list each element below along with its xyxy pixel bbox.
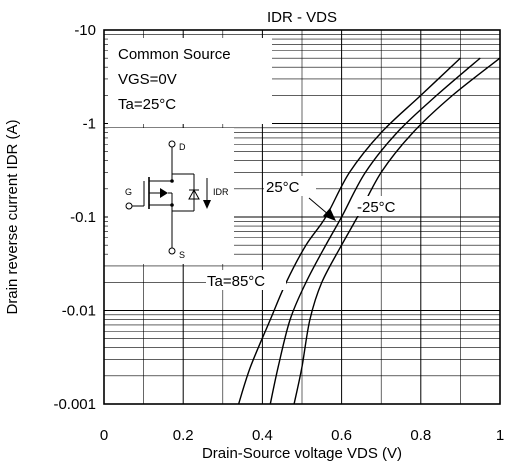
x-tick-label: 0 — [100, 427, 108, 444]
annotation-25c: 25°C — [266, 179, 300, 196]
annotation-arrowhead — [323, 208, 336, 221]
y-tick-label: -10 — [74, 22, 96, 39]
data-curves — [237, 57, 501, 405]
condition-line: Ta=25°C — [118, 96, 176, 113]
y-tick-label: -0.001 — [53, 396, 96, 413]
plot-frame — [103, 29, 501, 405]
y-tick-label: -0.01 — [62, 303, 96, 320]
annotation-bg — [264, 176, 316, 196]
y-tick-label: -1 — [83, 116, 96, 133]
schematic-label-idr: IDR — [213, 187, 229, 197]
y-tick-labels: -0.001 -0.01 -0.1 -1 -10 — [53, 22, 96, 413]
schematic-label-gate: G — [125, 187, 132, 197]
annotation-arrow — [308, 197, 330, 216]
schematic-background — [108, 128, 234, 264]
x-tick-label: 1 — [496, 427, 504, 444]
annotation-ta85c: Ta=85°C — [207, 273, 265, 290]
series-line — [293, 57, 501, 405]
series-line — [269, 57, 481, 405]
mosfet-schematic: D G S IDR — [108, 128, 234, 264]
schematic-label-drain: D — [179, 142, 186, 152]
annotation-bg — [206, 270, 286, 290]
y-tick-label: -0.1 — [70, 209, 96, 226]
x-axis-label: Drain-Source voltage VDS (V) — [202, 445, 402, 462]
series-line — [237, 57, 461, 405]
x-tick-label: 0.8 — [410, 427, 431, 444]
x-tick-label: 0.6 — [331, 427, 352, 444]
grid-lines — [104, 30, 500, 404]
x-tick-label: 0.4 — [252, 427, 273, 444]
condition-line: Common Source — [118, 46, 231, 63]
schematic-label-source: S — [179, 250, 185, 260]
condition-line: VGS=0V — [118, 71, 177, 88]
chart-title: IDR - VDS — [267, 9, 337, 26]
annotation-minus25c: -25°C — [357, 199, 396, 216]
y-axis-label: Drain reverse current IDR (A) — [4, 119, 21, 314]
x-tick-labels: 0 0.2 0.4 0.6 0.8 1 — [100, 427, 504, 444]
annotation-bg — [356, 196, 412, 216]
x-tick-label: 0.2 — [173, 427, 194, 444]
conditions-box — [108, 38, 272, 124]
